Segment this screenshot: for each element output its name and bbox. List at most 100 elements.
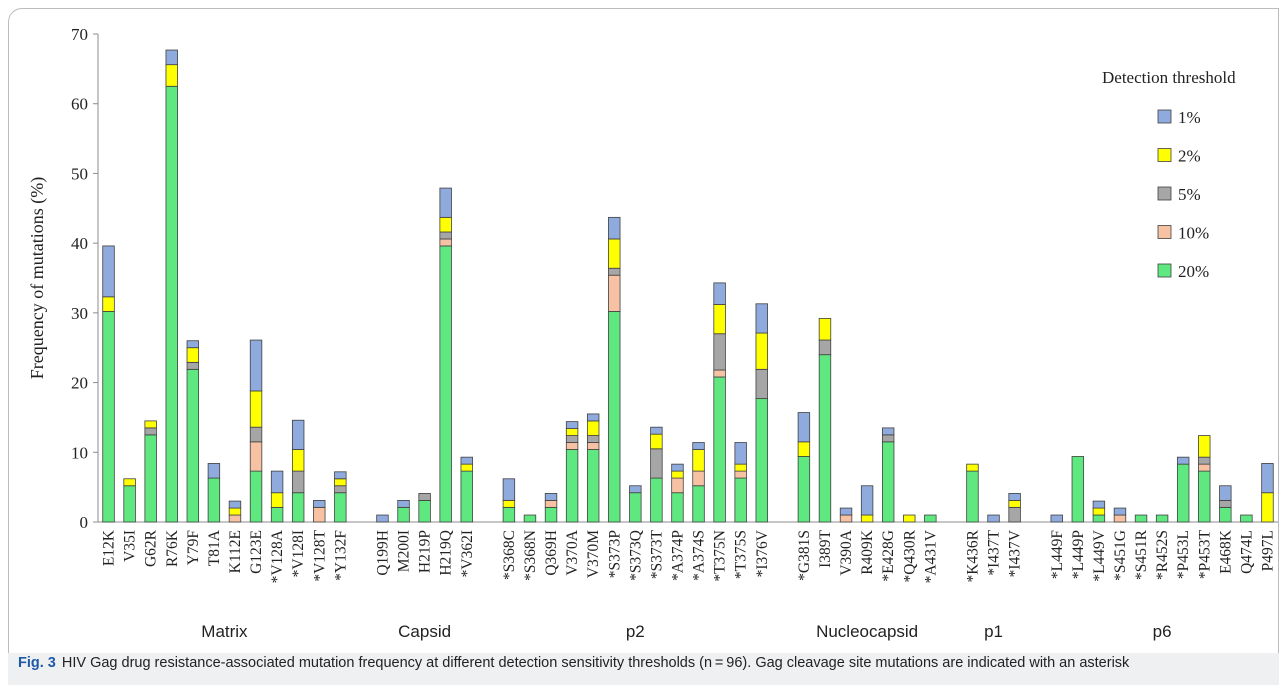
bar-segment xyxy=(1008,493,1021,501)
bar-segment xyxy=(186,340,200,349)
bar-segment xyxy=(102,245,115,298)
category-label: *L449V xyxy=(1091,529,1108,581)
bar-segment xyxy=(608,267,621,276)
legend-swatch xyxy=(1157,109,1172,124)
bar-segment xyxy=(734,470,747,479)
bar-segment xyxy=(608,216,621,240)
bar-segment xyxy=(818,318,832,341)
bar-segment xyxy=(629,485,642,494)
y-tick-label: 0 xyxy=(80,513,89,532)
category-label: *V128I xyxy=(290,530,307,577)
legend-label: 1% xyxy=(1178,108,1201,127)
legend-label: 5% xyxy=(1178,185,1201,204)
category-label: *E428G xyxy=(880,530,897,582)
bar-segment xyxy=(1071,456,1085,523)
category-label: *T375N xyxy=(712,530,729,582)
legend-label: 10% xyxy=(1178,224,1209,243)
group-label: p1 xyxy=(984,622,1003,641)
bar-segment xyxy=(291,449,305,472)
bar-segment xyxy=(1113,507,1127,516)
bar-segment xyxy=(565,449,579,523)
bar-segment xyxy=(713,333,726,371)
bar-segment xyxy=(650,426,663,435)
category-label: *S373P xyxy=(606,530,623,578)
bar-segment xyxy=(207,463,221,479)
category-label: T81A xyxy=(206,529,223,566)
category-label: Y79F xyxy=(185,530,202,566)
category-label: E468K xyxy=(1217,529,1234,574)
bar-segment xyxy=(629,492,642,523)
bar-segment xyxy=(1198,470,1211,523)
bar-segment xyxy=(565,421,579,429)
bar-segment xyxy=(144,434,157,523)
bar-segment xyxy=(692,442,705,450)
bar-segment xyxy=(755,368,768,400)
category-label: *R452S xyxy=(1154,530,1171,580)
category-label: *S373Q xyxy=(627,530,644,581)
bar-segment xyxy=(818,354,832,523)
category-label: *K436R xyxy=(964,529,981,582)
category-label: *I376V xyxy=(754,529,771,577)
bar-segment xyxy=(671,463,684,472)
category-label: *I437T xyxy=(986,529,1003,575)
bar-segment xyxy=(123,478,136,487)
bar-segment xyxy=(755,303,768,334)
bar-segment xyxy=(1198,435,1211,458)
bar-segment xyxy=(544,493,558,501)
bar-segment xyxy=(418,493,431,501)
bar-segment xyxy=(860,514,874,523)
bar-segment xyxy=(650,433,663,450)
bar-segment xyxy=(966,463,979,472)
bar-segment xyxy=(608,238,621,269)
legend-title: Detection threshold xyxy=(1102,68,1236,87)
bar-segment xyxy=(165,64,178,87)
group-label: Capsid xyxy=(398,622,451,641)
caption-background xyxy=(8,653,1279,685)
bar-segment xyxy=(1050,514,1063,523)
bar-segment xyxy=(291,419,305,450)
bar-segment xyxy=(734,477,747,523)
bar-segment xyxy=(1219,506,1232,523)
category-label: Q474L xyxy=(1238,530,1255,574)
category-label: *A374P xyxy=(669,530,686,581)
category-label: K112E xyxy=(227,530,244,573)
bar-segment xyxy=(713,282,726,305)
bar-segment xyxy=(1176,463,1190,523)
bar-segment xyxy=(586,449,600,523)
category-label: *L449F xyxy=(1049,530,1066,579)
bar-segment xyxy=(797,456,811,523)
category-label: *P453T xyxy=(1196,529,1213,579)
bar-segment xyxy=(144,427,157,436)
category-label: V370M xyxy=(585,530,602,578)
bar-segment xyxy=(460,456,473,465)
y-tick-label: 10 xyxy=(71,443,88,462)
bar-segment xyxy=(165,85,178,523)
legend: Detection threshold 1% 2% 5% 10% 20% xyxy=(1102,68,1236,281)
bar-segment xyxy=(1092,514,1106,523)
bar-segment xyxy=(249,390,263,428)
bar-segment xyxy=(692,485,705,523)
bar-segment xyxy=(671,492,684,523)
category-label: H219P xyxy=(417,530,434,573)
category-label: *V362I xyxy=(459,530,476,577)
legend-swatch xyxy=(1157,186,1172,201)
bar-segment xyxy=(249,339,263,392)
bar-segment xyxy=(586,442,600,450)
bar-segment xyxy=(439,216,452,233)
y-tick-label: 70 xyxy=(71,25,88,44)
bar-segment xyxy=(334,492,347,523)
bar-segment xyxy=(797,412,811,443)
group-label: Nucleocapsid xyxy=(816,622,918,641)
bar-segment xyxy=(713,304,726,335)
bar-segment xyxy=(565,428,579,436)
figure-label: Fig. 3 xyxy=(18,655,56,671)
legend-swatch xyxy=(1157,225,1172,239)
bar-segment xyxy=(650,448,663,479)
category-label: I389T xyxy=(817,529,834,567)
category-label: R76K xyxy=(164,529,181,567)
bar-segment xyxy=(502,506,516,523)
bar-segment xyxy=(249,470,263,523)
bar-segment xyxy=(987,514,1000,523)
bar-segment xyxy=(186,368,200,523)
category-label: *P453L xyxy=(1175,530,1192,579)
